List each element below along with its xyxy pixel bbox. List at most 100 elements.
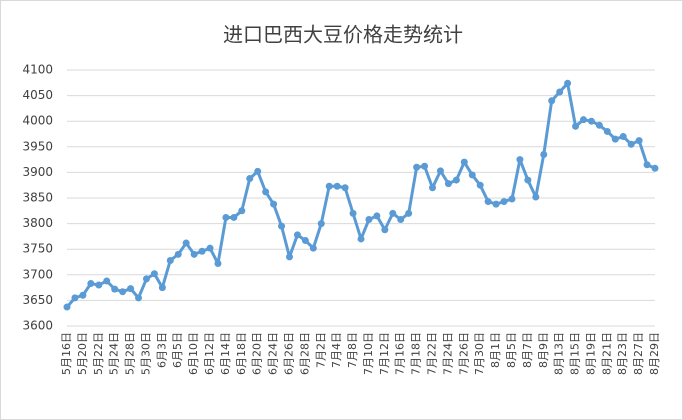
- point: [341, 184, 349, 192]
- point: [222, 213, 230, 221]
- point: [357, 235, 365, 243]
- x-tick-label: 8月27日: [632, 332, 645, 375]
- y-tick-label: 4000: [22, 114, 53, 128]
- y-tick-label: 3700: [22, 267, 53, 281]
- x-tick-label: 5月20日: [76, 332, 89, 375]
- point: [246, 175, 254, 183]
- x-tick-label: 6月3日: [155, 332, 168, 368]
- x-tick-label: 6月10日: [187, 332, 200, 375]
- x-tick-label: 6月18日: [235, 332, 248, 375]
- x-tick-label: 7月24日: [441, 332, 454, 375]
- point: [643, 161, 651, 169]
- x-tick-label: 7月30日: [473, 332, 486, 375]
- point: [564, 79, 572, 87]
- point: [79, 291, 87, 299]
- point: [619, 133, 627, 141]
- point: [476, 181, 484, 189]
- point: [301, 236, 309, 244]
- y-tick-label: 3900: [22, 165, 53, 179]
- x-tick-label: 7月2日: [314, 332, 327, 368]
- x-tick-label: 8月15日: [569, 332, 582, 375]
- point: [349, 209, 357, 217]
- point: [651, 164, 659, 172]
- point: [572, 122, 580, 130]
- x-tick-label: 6月26日: [282, 332, 295, 375]
- x-tick-label: 6月5日: [171, 332, 184, 368]
- x-tick-label: 5月24日: [108, 332, 121, 375]
- point: [174, 250, 182, 258]
- y-tick-label: 3950: [22, 139, 53, 153]
- x-tick-label: 5月22日: [92, 332, 105, 375]
- x-tick-label: 8月13日: [553, 332, 566, 375]
- point: [270, 200, 278, 208]
- point: [333, 182, 341, 190]
- point: [627, 140, 635, 148]
- point: [540, 150, 548, 158]
- point: [87, 280, 95, 288]
- x-tick-label: 8月5日: [505, 332, 518, 368]
- x-tick-label: 8月21日: [600, 332, 613, 375]
- y-tick-label: 3800: [22, 216, 53, 230]
- point: [293, 231, 301, 239]
- x-tick-label: 8月23日: [616, 332, 629, 375]
- point: [500, 198, 508, 206]
- point: [452, 176, 460, 184]
- point: [285, 253, 293, 261]
- y-tick-label: 4100: [22, 63, 53, 77]
- point: [389, 209, 397, 217]
- point: [262, 188, 270, 196]
- x-tick-label: 8月7日: [521, 332, 534, 368]
- x-tick-label: 7月22日: [426, 332, 439, 375]
- point: [71, 294, 79, 302]
- point: [325, 182, 333, 190]
- point: [103, 277, 111, 285]
- y-tick-label: 3650: [22, 293, 53, 307]
- point: [278, 222, 286, 230]
- x-tick-label: 5月30日: [139, 332, 152, 375]
- point: [429, 184, 437, 192]
- point: [158, 284, 166, 292]
- x-tick-label: 6月12日: [203, 332, 216, 375]
- point: [436, 167, 444, 175]
- chart-title: 进口巴西大豆价格走势统计: [223, 23, 463, 47]
- point: [516, 156, 524, 164]
- point: [182, 239, 190, 247]
- point: [198, 247, 206, 255]
- x-tick-label: 7月26日: [457, 332, 470, 375]
- point: [95, 281, 103, 289]
- point: [206, 244, 214, 252]
- x-tick-label: 6月14日: [219, 332, 232, 375]
- point: [381, 226, 389, 234]
- point: [254, 167, 262, 175]
- x-tick-label: 5月28日: [124, 332, 137, 375]
- x-tick-label: 7月10日: [362, 332, 375, 375]
- x-tick-label: 6月28日: [298, 332, 311, 375]
- point: [119, 288, 127, 296]
- x-tick-label: 7月12日: [378, 332, 391, 375]
- point: [492, 200, 500, 208]
- point: [142, 275, 150, 283]
- point: [587, 117, 595, 125]
- x-tick-label: 6月20日: [251, 332, 264, 375]
- point: [484, 198, 492, 206]
- point: [421, 162, 429, 170]
- point: [524, 176, 532, 184]
- x-tick-label: 7月4日: [330, 332, 343, 368]
- point: [214, 260, 222, 268]
- y-tick-label: 4050: [22, 88, 53, 102]
- y-tick-label: 3750: [22, 242, 53, 256]
- y-tick-label: 3600: [22, 319, 53, 333]
- y-tick-label: 3850: [22, 191, 53, 205]
- point: [468, 171, 476, 179]
- point: [365, 216, 373, 224]
- point: [460, 158, 468, 166]
- point: [230, 213, 238, 221]
- point: [63, 303, 71, 311]
- x-tick-label: 8月19日: [584, 332, 597, 375]
- x-tick-label: 8月29日: [648, 332, 661, 375]
- point: [150, 270, 158, 278]
- point: [579, 116, 587, 124]
- point: [508, 195, 516, 203]
- point: [135, 294, 143, 302]
